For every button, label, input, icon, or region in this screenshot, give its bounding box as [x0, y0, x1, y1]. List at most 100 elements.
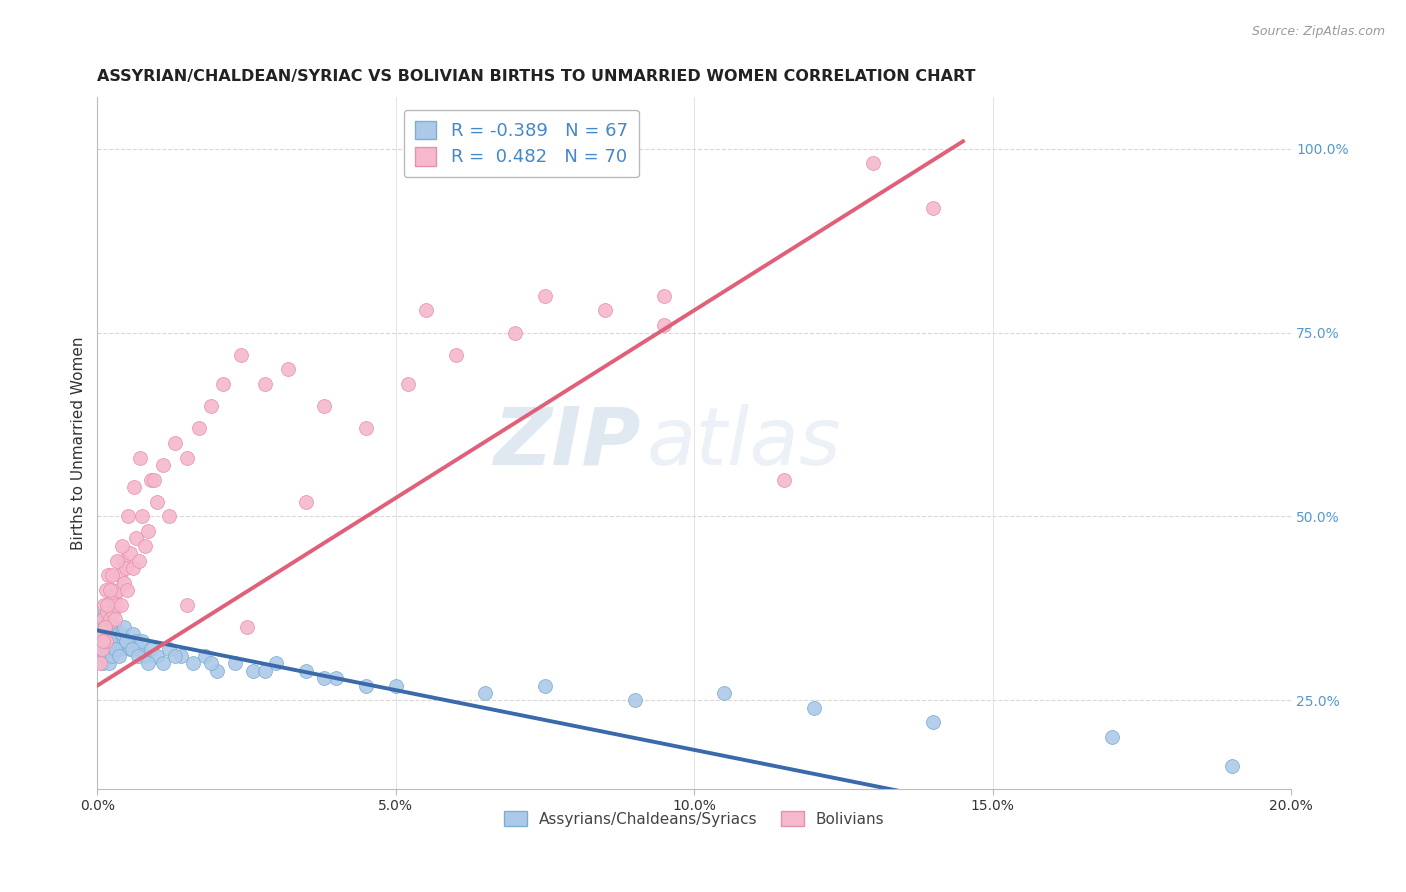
Point — [176, 598, 198, 612]
Point — [253, 664, 276, 678]
Point — [101, 649, 124, 664]
Point — [115, 634, 138, 648]
Point — [325, 671, 347, 685]
Point — [242, 664, 264, 678]
Point — [277, 362, 299, 376]
Point — [152, 458, 174, 472]
Point — [922, 715, 945, 730]
Point — [176, 450, 198, 465]
Point — [111, 627, 134, 641]
Point — [654, 289, 676, 303]
Text: Source: ZipAtlas.com: Source: ZipAtlas.com — [1251, 25, 1385, 38]
Point — [90, 641, 112, 656]
Point — [229, 348, 252, 362]
Point — [98, 598, 121, 612]
Point — [97, 634, 120, 648]
Point — [235, 620, 257, 634]
Point — [127, 649, 149, 664]
Point — [91, 612, 114, 626]
Point — [94, 641, 117, 656]
Point — [100, 641, 122, 656]
Point — [107, 582, 129, 597]
Point — [93, 620, 115, 634]
Point — [253, 377, 276, 392]
Point — [120, 641, 142, 656]
Point — [139, 641, 162, 656]
Point — [121, 641, 143, 656]
Point — [163, 649, 186, 664]
Point — [354, 421, 377, 435]
Point — [107, 627, 129, 641]
Point — [593, 303, 616, 318]
Point — [654, 318, 676, 333]
Point — [129, 450, 152, 465]
Point — [152, 657, 174, 671]
Point — [104, 612, 127, 626]
Point — [122, 627, 145, 641]
Point — [108, 568, 131, 582]
Point — [314, 671, 336, 685]
Point — [112, 575, 135, 590]
Point — [100, 627, 122, 641]
Point — [385, 679, 408, 693]
Point — [120, 546, 142, 560]
Point — [131, 509, 153, 524]
Point — [108, 649, 131, 664]
Point — [91, 657, 114, 671]
Point — [94, 605, 117, 619]
Point — [163, 435, 186, 450]
Point — [117, 509, 139, 524]
Point — [89, 641, 111, 656]
Point — [125, 634, 148, 648]
Point — [136, 657, 159, 671]
Point — [108, 634, 131, 648]
Point — [97, 568, 120, 582]
Legend: Assyrians/Chaldeans/Syriacs, Bolivians: Assyrians/Chaldeans/Syriacs, Bolivians — [498, 805, 890, 833]
Point — [105, 598, 128, 612]
Point — [803, 700, 825, 714]
Point — [93, 634, 115, 648]
Point — [773, 473, 796, 487]
Point — [115, 582, 138, 597]
Point — [139, 473, 162, 487]
Point — [98, 634, 121, 648]
Point — [295, 664, 318, 678]
Point — [105, 641, 128, 656]
Point — [314, 399, 336, 413]
Point — [266, 657, 288, 671]
Point — [224, 657, 246, 671]
Point — [94, 634, 117, 648]
Point — [98, 620, 121, 634]
Text: ZIP: ZIP — [494, 404, 641, 482]
Point — [295, 494, 318, 508]
Point — [112, 620, 135, 634]
Point — [104, 620, 127, 634]
Point — [194, 649, 217, 664]
Point — [354, 679, 377, 693]
Point — [93, 620, 115, 634]
Point — [110, 598, 132, 612]
Point — [444, 348, 467, 362]
Point — [115, 634, 138, 648]
Point — [157, 509, 180, 524]
Point — [713, 686, 735, 700]
Point — [181, 657, 204, 671]
Point — [91, 620, 114, 634]
Point — [922, 201, 945, 215]
Point — [97, 657, 120, 671]
Point — [503, 326, 526, 340]
Point — [200, 399, 222, 413]
Point — [1220, 759, 1243, 773]
Point — [91, 634, 114, 648]
Point — [110, 641, 132, 656]
Point — [103, 591, 125, 605]
Point — [157, 641, 180, 656]
Point — [101, 605, 124, 619]
Point — [396, 377, 419, 392]
Point — [146, 494, 169, 508]
Point — [105, 553, 128, 567]
Point — [103, 634, 125, 648]
Point — [98, 582, 121, 597]
Point — [534, 289, 557, 303]
Point — [134, 649, 156, 664]
